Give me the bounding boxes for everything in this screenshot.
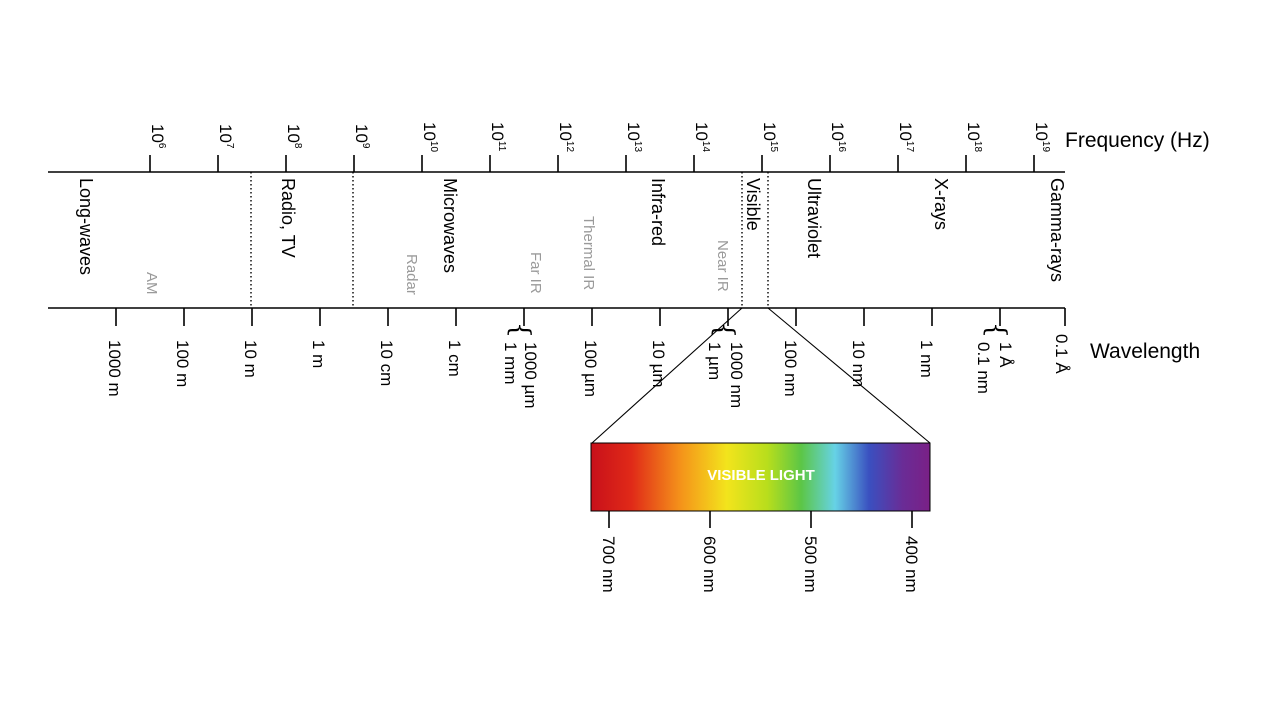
wl-label: 100 m	[173, 340, 192, 387]
wl-label: 1 mm	[501, 342, 520, 385]
freq-label: 1017	[896, 122, 915, 152]
spectrum-ticks	[608, 511, 913, 528]
frequency-ticks	[149, 155, 1035, 172]
wavelength-axis-title: Wavelength	[1090, 340, 1200, 363]
brace-icon: {	[709, 322, 739, 339]
sub-band-far-ir: Far IR	[527, 252, 544, 294]
wl-label: 10 cm	[377, 340, 396, 386]
visible-light-title: VISIBLE LIGHT	[707, 467, 815, 484]
freq-label: 1011	[488, 122, 507, 152]
freq-label: 108	[284, 124, 303, 149]
sub-band-labels: AM Radar Far IR Thermal IR Near IR	[143, 216, 731, 295]
brace-icon: {	[505, 322, 535, 339]
wl-label: 1 nm	[917, 340, 936, 378]
freq-label: 1014	[692, 122, 711, 152]
band-radio-tv: Radio, TV	[278, 178, 298, 258]
spectrum-label: 600 nm	[700, 536, 719, 593]
freq-label: 107	[216, 124, 235, 149]
sub-band-thermal-ir: Thermal IR	[580, 216, 597, 290]
wl-label: 100 nm	[781, 340, 800, 397]
freq-label: 109	[352, 124, 371, 149]
freq-label: 1016	[828, 122, 847, 152]
freq-label: 1012	[556, 122, 575, 152]
wl-label: 1 µm	[705, 342, 724, 380]
wl-label: 1000 µm	[521, 342, 540, 409]
wl-label: 100 µm	[581, 340, 600, 397]
band-x-rays: X-rays	[931, 178, 951, 230]
band-visible: Visible	[743, 178, 763, 231]
sub-band-am: AM	[143, 272, 160, 295]
wavelength-labels: 1000 m 100 m 10 m 1 m 10 cm 1 cm 1000 µm…	[105, 334, 1071, 409]
spectrum-label: 700 nm	[599, 536, 618, 593]
freq-label: 1013	[624, 122, 643, 152]
wl-label: 0.1 nm	[974, 342, 993, 394]
band-microwaves: Microwaves	[440, 178, 460, 273]
sub-band-near-ir: Near IR	[714, 240, 731, 292]
frequency-labels: 106 107 108 109 1010 1011 1012 1013 1014…	[148, 122, 1051, 152]
spectrum-label: 500 nm	[801, 536, 820, 593]
band-ultraviolet: Ultraviolet	[804, 178, 824, 258]
spectrum-label: 400 nm	[902, 536, 921, 593]
zoom-line-left	[591, 307, 743, 444]
wl-label: 10 µm	[649, 340, 668, 388]
freq-label: 1010	[420, 122, 439, 152]
freq-label: 1015	[760, 122, 779, 152]
sub-band-radar: Radar	[403, 254, 420, 295]
frequency-axis-title: Frequency (Hz)	[1065, 129, 1210, 152]
visible-spectrum-bar	[590, 442, 931, 512]
wl-label: 1 m	[309, 340, 328, 368]
wavelength-ticks	[115, 308, 1066, 326]
wl-label: 10 nm	[849, 340, 868, 387]
zoom-line-right	[767, 307, 931, 444]
freq-label: 1019	[1032, 122, 1051, 152]
wl-label: 10 m	[241, 340, 260, 378]
brace-icon: {	[981, 322, 1011, 339]
band-infra-red: Infra-red	[648, 178, 668, 246]
band-gamma-rays: Gamma-rays	[1047, 178, 1067, 282]
freq-label: 106	[148, 124, 167, 149]
band-labels: Long-waves Radio, TV Microwaves Infra-re…	[76, 178, 1067, 282]
spectrum-labels: 700 nm 600 nm 500 nm 400 nm	[599, 536, 921, 593]
wl-label: 1000 m	[105, 340, 124, 397]
wl-label: 1000 nm	[727, 342, 746, 408]
wl-label: 1 Å	[996, 342, 1015, 368]
wl-label: 0.1 Å	[1052, 334, 1071, 374]
band-long-waves: Long-waves	[76, 178, 96, 275]
freq-label: 1018	[964, 122, 983, 152]
wl-label: 1 cm	[445, 340, 464, 377]
